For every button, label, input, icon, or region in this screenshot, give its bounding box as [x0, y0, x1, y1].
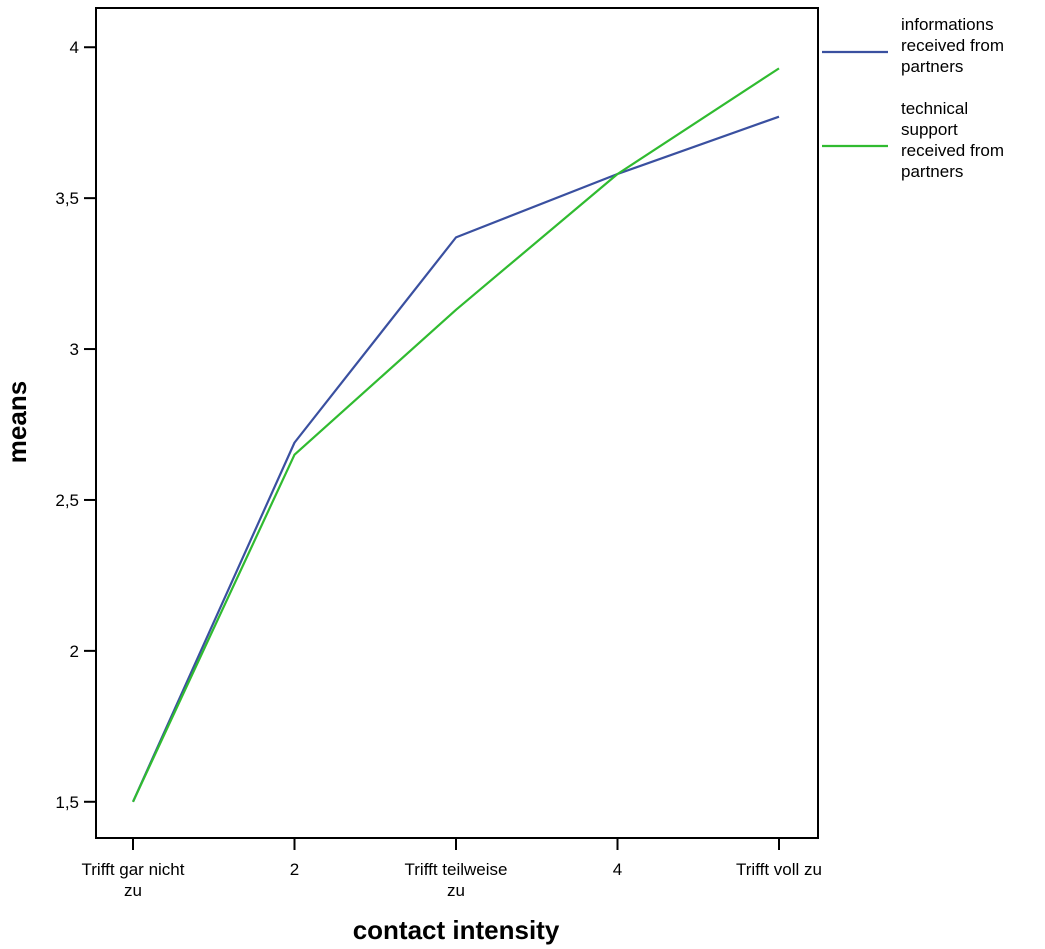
- plot-area-frame: [95, 7, 819, 839]
- x-tick-label: 4: [613, 860, 622, 879]
- x-tick-label: Trifft voll zu: [736, 860, 822, 879]
- y-tick-label: 1,5: [55, 793, 79, 812]
- x-tick-label: 2: [290, 860, 299, 879]
- legend-label-1: informations received from partners: [901, 15, 1004, 76]
- y-tick-label: 2: [70, 642, 79, 661]
- x-axis: Trifft gar nicht zu 2 Trifft teilweise zu 4 Tr…: [82, 838, 822, 900]
- series-line-1: [131, 115, 780, 803]
- y-tick-label: 4: [70, 38, 79, 57]
- y-tick-label: 2,5: [55, 491, 79, 510]
- legend: informations received from partners technic…: [822, 15, 1004, 181]
- y-tick-label: 3,5: [55, 189, 79, 208]
- series-line-2: [132, 67, 780, 803]
- y-axis-title: means: [2, 381, 32, 463]
- legend-label-2: technical support received from partners: [901, 99, 1004, 181]
- y-axis: 1,5 2 2,5 3 3,5 4: [55, 38, 96, 812]
- y-tick-label: 3: [70, 340, 79, 359]
- x-tick-label: Trifft teilweise zu: [405, 860, 508, 900]
- x-tick-label: Trifft gar nicht zu: [82, 860, 185, 900]
- x-axis-title: contact intensity: [353, 915, 560, 945]
- series-lines: [131, 67, 780, 803]
